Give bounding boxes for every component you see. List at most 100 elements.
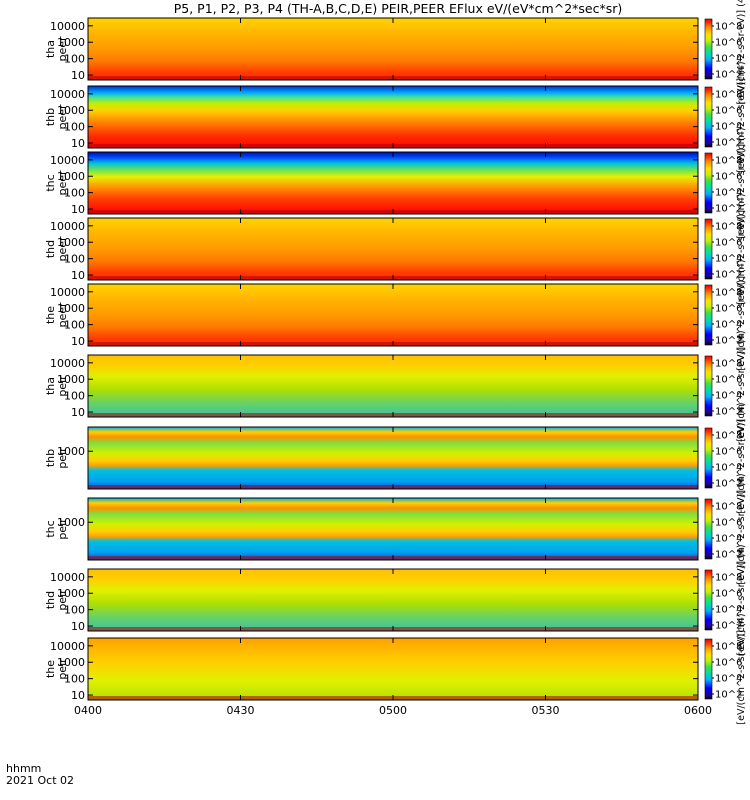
spectrogram-tha_peir	[88, 355, 698, 417]
panel-label: peer	[56, 302, 69, 328]
y-tick-label: 1000	[57, 445, 85, 458]
colorbar-tick-label: 10^4	[715, 320, 742, 331]
y-tick-label: 10000	[50, 88, 85, 101]
spectrogram-thd_peir	[88, 569, 698, 631]
panel-label: peir	[56, 375, 69, 397]
panel-label: peer	[56, 36, 69, 62]
panel-label: peir	[56, 447, 69, 469]
colorbar-tick-label: 10^6	[715, 375, 742, 386]
colorbar-unit-label: [eV/(cm^2-s-sr-eV)] (4)	[736, 402, 747, 513]
colorbar-tick-label: 10^2	[715, 336, 742, 347]
colorbar	[704, 86, 713, 148]
colorbar	[704, 284, 713, 346]
y-tick-label: 100	[64, 187, 85, 200]
x-tick-label: 0430	[227, 704, 255, 717]
colorbar-tick-label: 10^8	[715, 573, 742, 584]
colorbar-tick-label: 10^6	[715, 238, 742, 249]
panel-label: peir	[56, 658, 69, 680]
colorbar-tick-label: 10^8	[715, 359, 742, 370]
y-tick-label: 1000	[57, 302, 85, 315]
x-axis: 0400 0430 0500 0530 0600	[74, 18, 712, 717]
colorbar-tick-label: 10^8	[715, 222, 742, 233]
colorbar-tick-label: 10^2	[715, 270, 742, 281]
colorbar-tick-label: 10^2	[715, 621, 742, 632]
y-tick-label: 1000	[57, 36, 85, 49]
y-tick-label: 100	[64, 390, 85, 403]
y-tick-label: 10000	[50, 357, 85, 370]
spectrogram-the_peir	[88, 638, 698, 700]
y-tick-label: 1000	[57, 587, 85, 600]
colorbar-tick-label: 10^4	[715, 254, 742, 265]
spectrogram-the_peer	[88, 284, 698, 346]
y-tick-label: 10	[71, 406, 85, 419]
colorbar-tick-label: 10^6	[715, 589, 742, 600]
x-tick-label: 0500	[379, 704, 407, 717]
y-tick-label: 10	[71, 689, 85, 702]
panel-label: peer	[56, 170, 69, 196]
x-tick-label: 0600	[684, 704, 712, 717]
colorbar-unit-label: [eV/(cm^2-s-sr-eV)] (4)	[736, 259, 747, 370]
y-tick-label: 10	[71, 137, 85, 150]
panel-label: the	[44, 660, 57, 678]
colorbar	[704, 152, 713, 214]
colorbar-tick-label: 10^2	[715, 479, 742, 490]
colorbar	[704, 498, 713, 560]
x-tick-label: 0530	[532, 704, 560, 717]
y-tick-label: 1000	[57, 170, 85, 183]
spectrogram-thd_peer	[88, 218, 698, 280]
panel-label: thc	[44, 520, 57, 537]
y-tick-label: 1000	[57, 104, 85, 117]
colorbar-tick-label: 10^2	[715, 407, 742, 418]
y-tick-label: 1000	[57, 656, 85, 669]
colorbar	[704, 638, 713, 700]
panel-label: the	[44, 306, 57, 324]
colorbar-unit-label: [eV/(cm^2-s-sr-eV)] (4)	[736, 544, 747, 655]
colorbar-unit-label: [eV/(cm^2-s-sr-eV)] (4)	[736, 330, 747, 441]
colorbar-tick-label: 10^4	[715, 54, 742, 65]
colorbar-tick-label: 10^8	[715, 431, 742, 442]
y-tick-label: 1000	[57, 373, 85, 386]
colorbar	[704, 427, 713, 489]
colorbar-tick-label: 10^8	[715, 90, 742, 101]
colorbar-tick-label: 10^8	[715, 22, 742, 33]
y-tick-label: 10	[71, 335, 85, 348]
y-tick-label: 10	[71, 203, 85, 216]
y-tick-label: 1000	[57, 236, 85, 249]
y-tick-label: 10000	[50, 640, 85, 653]
colorbar-tick-label: 10^6	[715, 304, 742, 315]
colorbar-tick-label: 10^4	[715, 122, 742, 133]
panel-label: peir	[56, 589, 69, 611]
colorbar-tick-label: 10^8	[715, 642, 742, 653]
y-tick-label: 100	[64, 319, 85, 332]
colorbar-tick-label: 10^8	[715, 502, 742, 513]
colorbar-tick-label: 10^8	[715, 288, 742, 299]
x-tick-label: 0400	[74, 704, 102, 717]
colorbar-tick-label: 10^6	[715, 658, 742, 669]
colorbar-tick-label: 10^2	[715, 690, 742, 701]
y-tick-label: 10	[71, 269, 85, 282]
y-tick-label: 10000	[50, 20, 85, 33]
colorbar-tick-label: 10^8	[715, 156, 742, 167]
colorbar-tick-label: 10^6	[715, 106, 742, 117]
y-tick-label: 10	[71, 69, 85, 82]
panel-label: thd	[44, 240, 57, 258]
colorbar-tick-label: 10^2	[715, 70, 742, 81]
colorbar-tick-label: 10^2	[715, 204, 742, 215]
colorbar-unit-label: [eV/(cm^2-s-sr-eV)] (4)	[736, 127, 747, 238]
y-tick-label: 100	[64, 604, 85, 617]
colorbar-tick-label: 10^4	[715, 674, 742, 685]
colorbar-unit-label: [eV/(cm^2-s-sr-eV)] (4)	[736, 0, 747, 105]
x-label-date: 2021 Oct 02	[6, 774, 74, 787]
y-tick-label: 10000	[50, 286, 85, 299]
colorbar-tick-label: 10^4	[715, 534, 742, 545]
colorbar-tick-label: 10^4	[715, 188, 742, 199]
y-tick-label: 100	[64, 673, 85, 686]
colorbar	[704, 569, 713, 631]
colorbar-tick-label: 10^4	[715, 605, 742, 616]
